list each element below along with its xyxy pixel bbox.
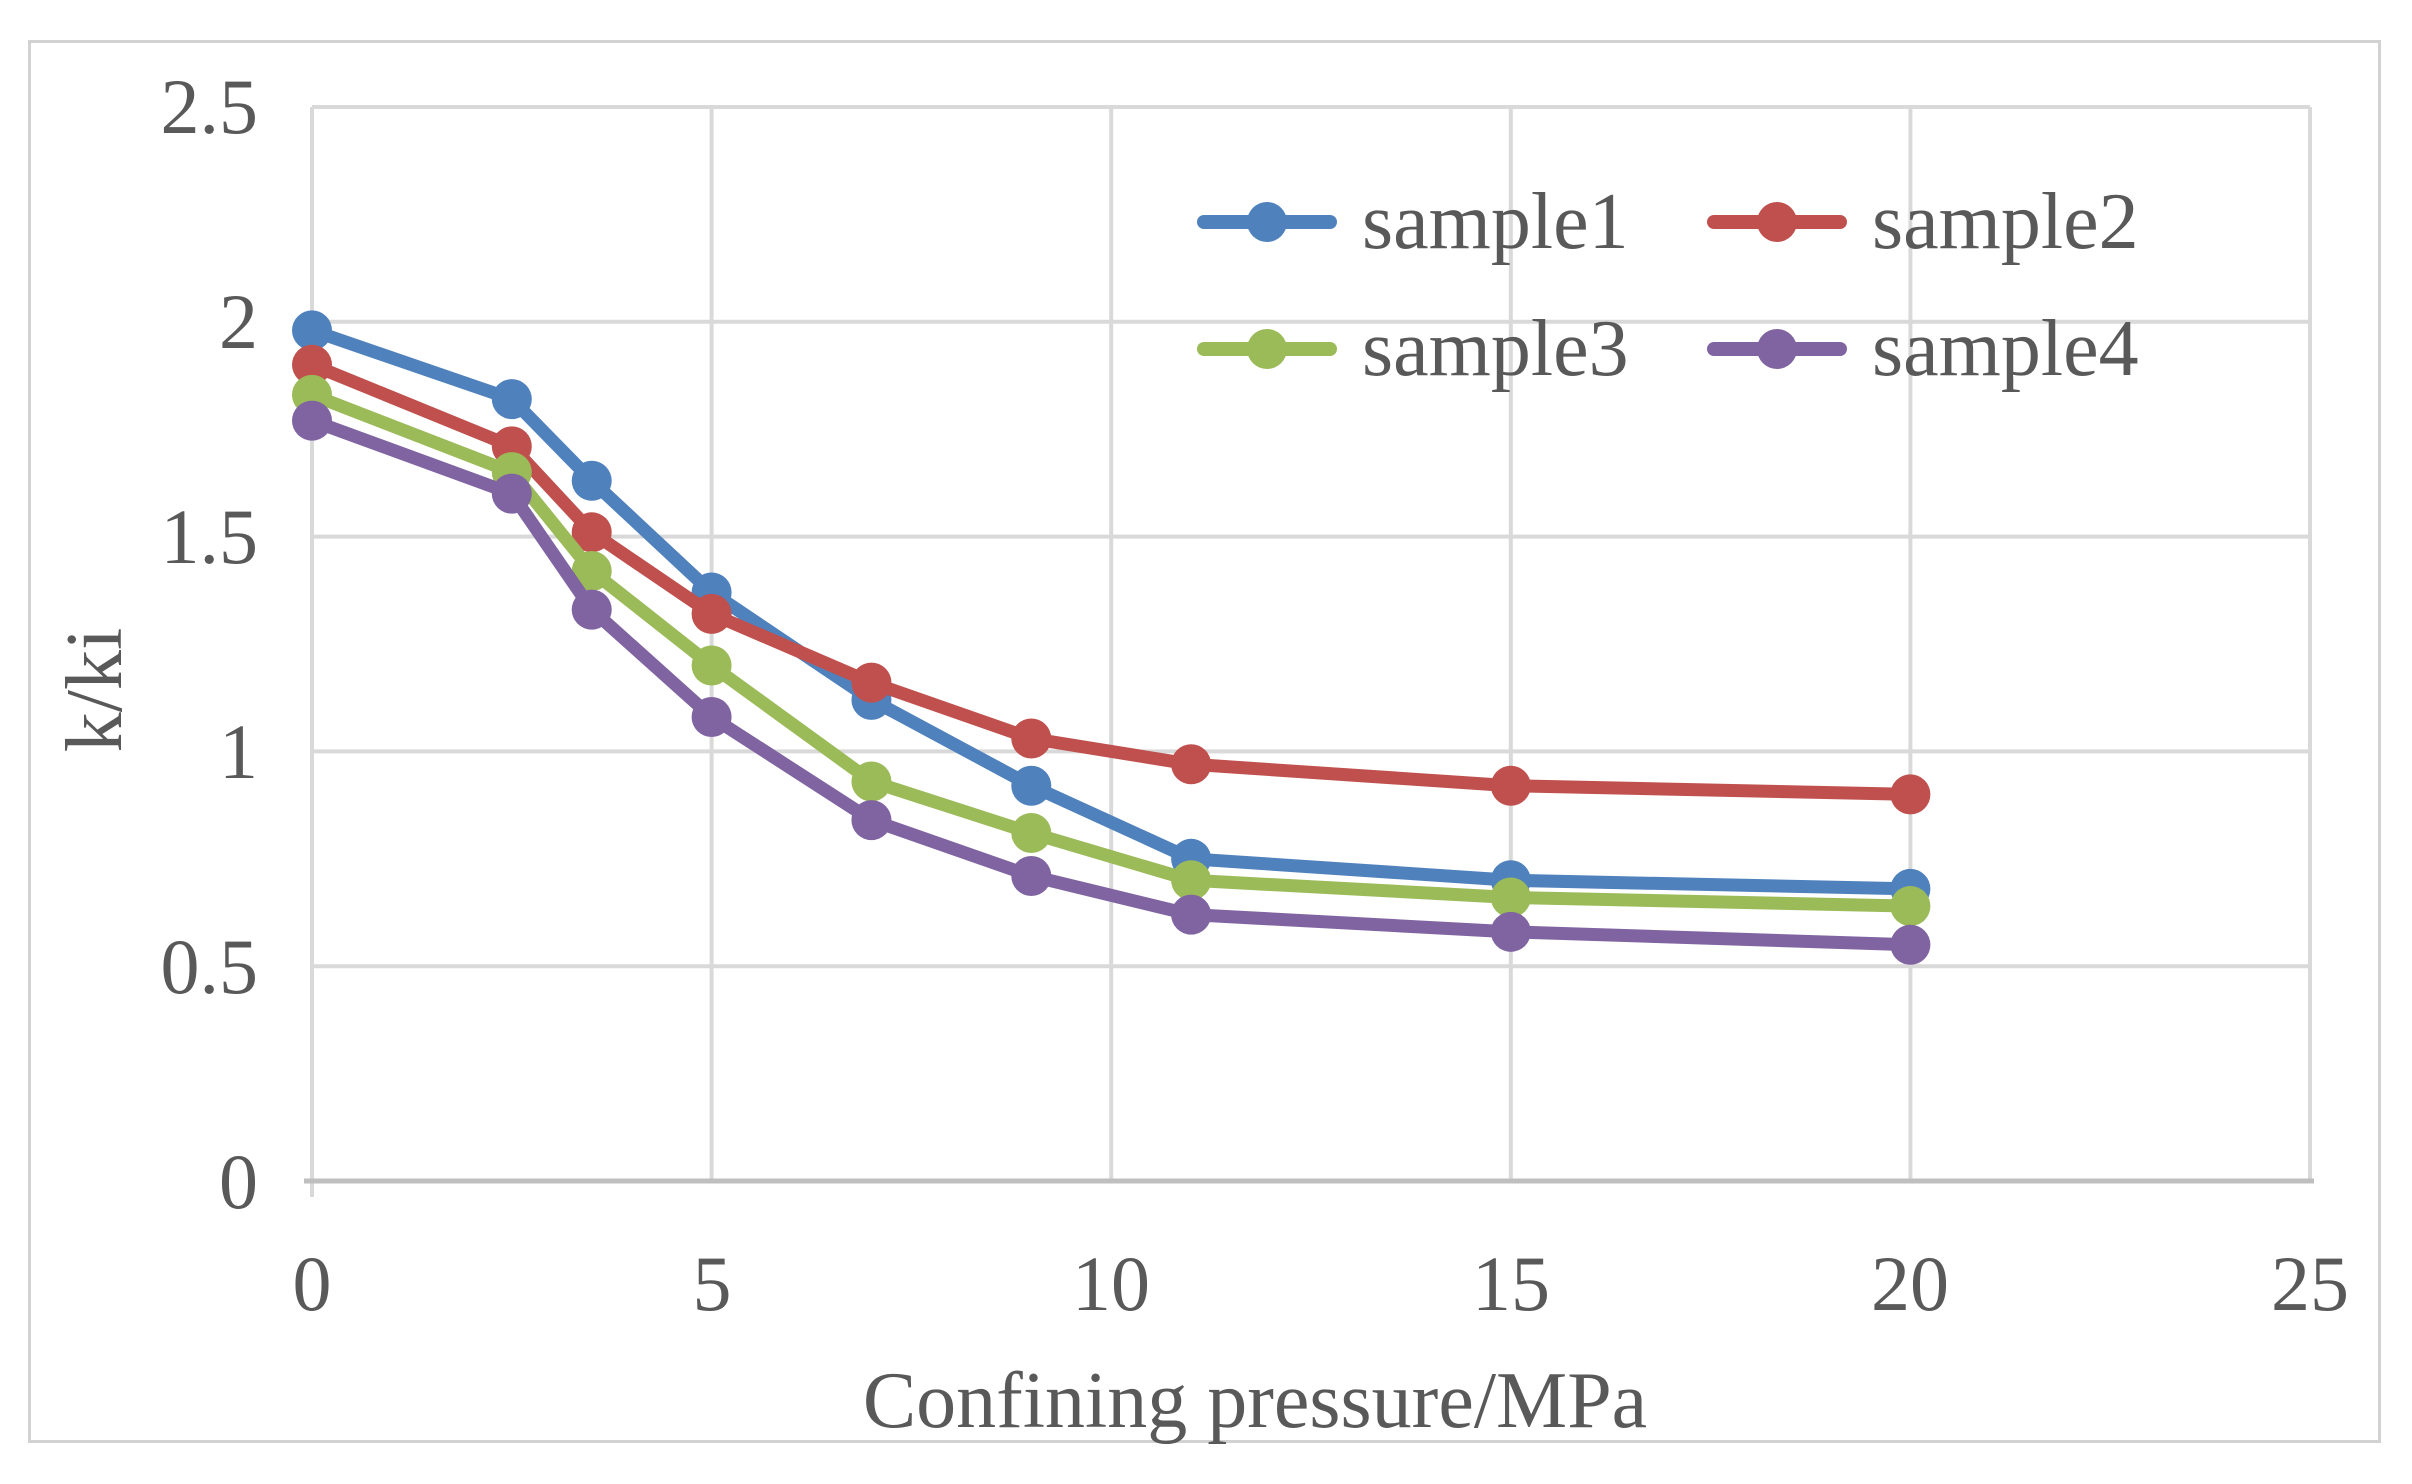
sample2-legend-label: sample2 (1872, 178, 2139, 266)
x-tick-10: 10 (1072, 1240, 1150, 1327)
y-tick-1-5: 1.5 (160, 493, 259, 580)
sample3-legend-marker-icon (1247, 329, 1287, 369)
sample3-legend-label: sample3 (1362, 305, 1629, 393)
legend-item-sample2: sample2 (1707, 178, 2139, 266)
x-tick-5: 5 (692, 1240, 732, 1327)
x-tick-25: 25 (2271, 1240, 2349, 1327)
sample2-legend-swatch (1707, 202, 1847, 242)
figure-border (28, 40, 2381, 1443)
legend-item-sample3: sample3 (1197, 305, 1629, 393)
sample1-legend-marker-icon (1247, 202, 1287, 242)
sample1-legend-swatch (1197, 202, 1337, 242)
sample2-legend-marker-icon (1757, 202, 1797, 242)
y-tick-0-5: 0.5 (160, 923, 259, 1010)
x-tick-0: 0 (292, 1240, 332, 1327)
y-tick-0: 0 (219, 1138, 258, 1225)
y-tick-2: 2 (219, 278, 258, 365)
legend-item-sample4: sample4 (1707, 305, 2139, 393)
sample3-legend-swatch (1197, 329, 1337, 369)
y-axis-title: k/ki (51, 627, 139, 753)
sample1-legend-label: sample1 (1362, 178, 1629, 266)
sample4-legend-label: sample4 (1872, 305, 2139, 393)
legend-item-sample1: sample1 (1197, 178, 1629, 266)
x-axis-title: Confining pressure/MPa (862, 1357, 1648, 1445)
x-tick-20: 20 (1871, 1240, 1949, 1327)
sample4-legend-swatch (1707, 329, 1847, 369)
y-tick-1: 1 (219, 708, 258, 795)
x-tick-15: 15 (1472, 1240, 1550, 1327)
y-tick-2-5: 2.5 (160, 63, 259, 150)
sample4-legend-marker-icon (1757, 329, 1797, 369)
